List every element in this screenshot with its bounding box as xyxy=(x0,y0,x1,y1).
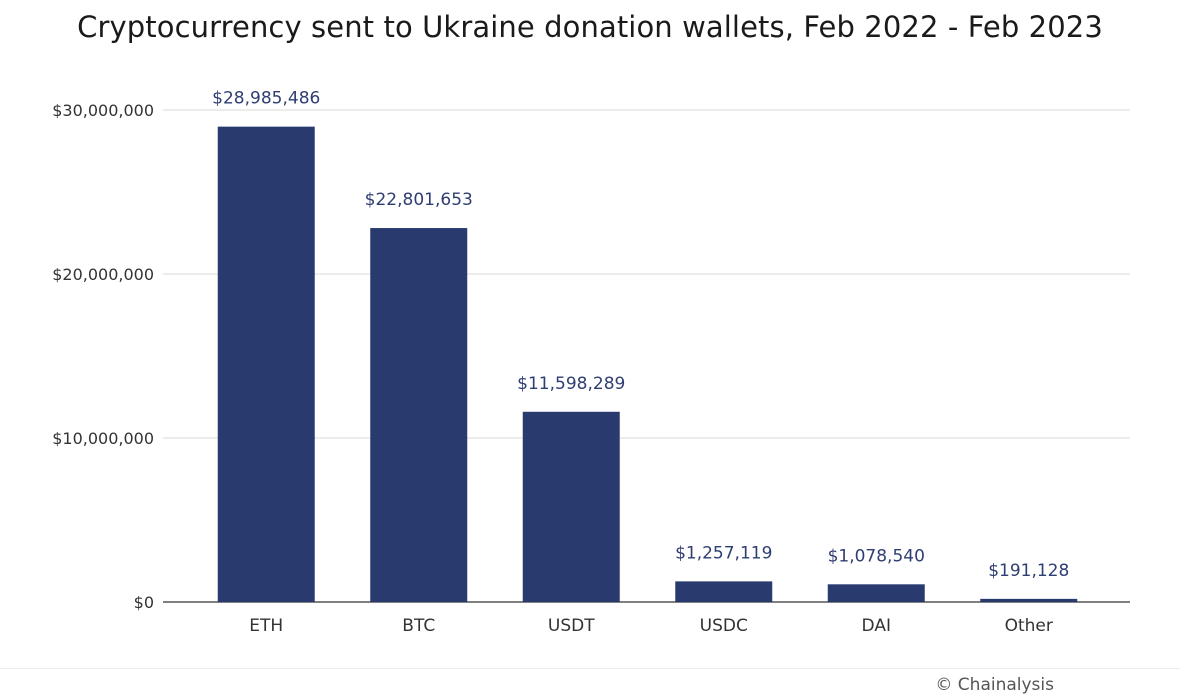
y-axis-tick-labels: $0 $10,000,000 $20,000,000 $30,000,000 xyxy=(52,101,154,612)
gridlines xyxy=(163,109,1130,603)
x-tick-label-eth: ETH xyxy=(249,616,283,636)
x-tick-label-dai: DAI xyxy=(862,616,891,636)
value-label-dai: $1,078,540 xyxy=(828,546,925,566)
bar-value-labels: $28,985,486 $22,801,653 $11,598,289 $1,257,… xyxy=(212,89,1069,581)
value-label-eth: $28,985,486 xyxy=(212,89,320,109)
bar-eth xyxy=(217,126,315,602)
chart-title: Cryptocurrency sent to Ukraine donation … xyxy=(77,10,1103,44)
x-axis-tick-labels: ETH BTC USDT USDC DAI Other xyxy=(249,616,1053,636)
y-tick-label: $30,000,000 xyxy=(52,101,154,120)
y-tick-label: $10,000,000 xyxy=(52,429,154,448)
x-tick-label-usdc: USDC xyxy=(700,616,748,636)
bar-usdc xyxy=(675,581,773,602)
x-tick-label-btc: BTC xyxy=(402,616,435,636)
bar-dai xyxy=(827,584,925,602)
source-credit: © Chainalysis xyxy=(935,675,1054,695)
bar-other xyxy=(980,598,1078,602)
bar-usdt xyxy=(522,411,620,602)
x-tick-label-usdt: USDT xyxy=(548,616,595,636)
y-tick-label: $0 xyxy=(134,593,154,612)
value-label-other: $191,128 xyxy=(988,561,1069,581)
value-label-usdt: $11,598,289 xyxy=(517,374,625,394)
x-tick-label-other: Other xyxy=(1005,616,1053,636)
y-tick-label: $20,000,000 xyxy=(52,265,154,284)
bar-btc xyxy=(370,228,468,602)
footer-divider xyxy=(0,668,1180,669)
value-label-usdc: $1,257,119 xyxy=(675,543,772,563)
bars xyxy=(217,126,1078,602)
value-label-btc: $22,801,653 xyxy=(365,190,473,210)
